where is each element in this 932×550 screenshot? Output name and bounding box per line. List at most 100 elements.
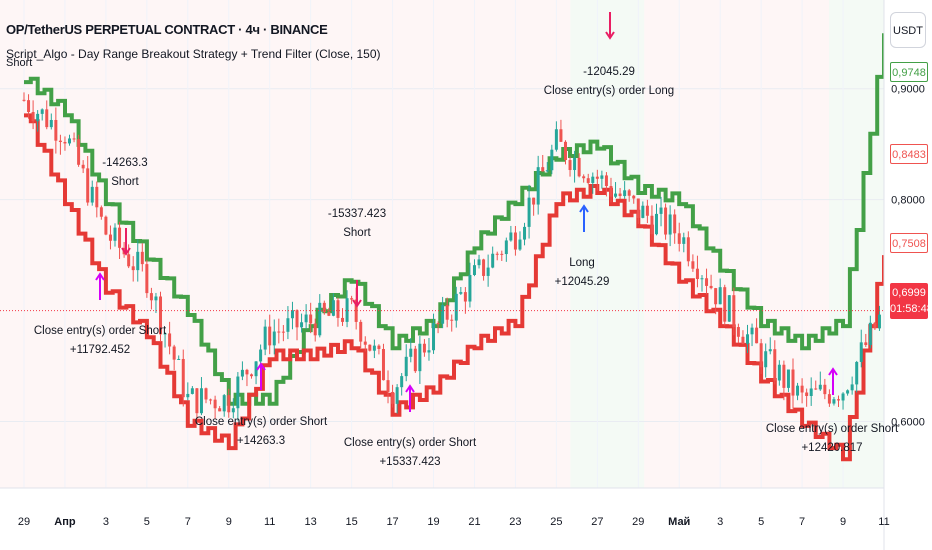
symbol-title[interactable]: OP/TetherUS PERPETUAL CONTRACT · 4ч · BI… xyxy=(6,22,328,37)
candle-body xyxy=(186,393,190,398)
candle-body xyxy=(736,327,740,337)
candle-body xyxy=(218,408,222,412)
candle-body xyxy=(400,376,404,388)
upper-line-price-label: 0,9748 xyxy=(890,62,928,82)
trade-annotation: Close entry(s) order Short +14263.3 xyxy=(195,413,327,451)
candle-body xyxy=(81,164,85,169)
time-tick-label: Май xyxy=(668,516,690,528)
candle-body xyxy=(805,392,809,396)
candle-body xyxy=(450,319,454,321)
candle-body xyxy=(163,333,167,335)
annotation-line: Close entry(s) order Short xyxy=(194,416,328,428)
candle-body xyxy=(127,254,131,267)
time-tick-label: 25 xyxy=(550,516,562,528)
time-tick-label: 5 xyxy=(144,516,150,528)
time-tick-label: 23 xyxy=(509,516,521,528)
candle-body xyxy=(222,395,226,412)
candle-body xyxy=(773,349,777,381)
trade-annotation: Close entry(s) order Short +11792.452 xyxy=(34,322,166,360)
candle-body xyxy=(718,287,722,305)
trade-arrow-head xyxy=(405,384,415,393)
candle-body xyxy=(586,178,590,183)
candle-body xyxy=(595,176,599,179)
time-tick-label: 9 xyxy=(840,516,846,528)
candle-body xyxy=(49,119,53,128)
trade-arrow-head xyxy=(605,31,615,40)
candle-body xyxy=(263,326,267,350)
candle-body xyxy=(341,317,345,322)
candle-body xyxy=(577,157,581,177)
candle-body xyxy=(36,113,40,122)
candle-body xyxy=(309,314,313,324)
candle-body xyxy=(714,288,718,305)
candle-body xyxy=(177,358,181,360)
candle-body xyxy=(322,302,326,313)
trade-arrow-head xyxy=(95,272,105,281)
candle-body xyxy=(95,186,99,208)
time-tick-label: 29 xyxy=(632,516,644,528)
candle-body xyxy=(236,376,240,409)
candle-body xyxy=(454,293,458,321)
lower-range-line xyxy=(24,113,886,462)
candle-body xyxy=(782,364,786,388)
time-tick-label: 7 xyxy=(799,516,805,528)
candle-body xyxy=(777,364,781,381)
annotation-line: Long xyxy=(569,257,595,269)
candle-body xyxy=(495,253,499,255)
candle-body xyxy=(695,268,699,279)
candle-body xyxy=(859,342,863,362)
candle-body xyxy=(682,237,686,244)
candle-body xyxy=(472,265,476,275)
candle-body xyxy=(422,343,426,353)
candle-body xyxy=(523,226,527,240)
candle-body xyxy=(149,293,153,301)
candle-body xyxy=(459,292,463,294)
candle-body xyxy=(172,346,176,360)
candle-body xyxy=(213,399,217,409)
candle-body xyxy=(846,390,850,394)
bar-countdown-timer: 01:58:48 xyxy=(890,303,932,315)
candle-body xyxy=(541,167,545,172)
candle-body xyxy=(354,299,358,322)
candle-body xyxy=(873,322,877,329)
candle-body xyxy=(818,384,822,390)
trade-arrow-head xyxy=(828,367,838,376)
candle-body xyxy=(304,314,308,323)
short-label: Short xyxy=(6,57,33,69)
candle-body xyxy=(427,350,431,353)
candle-body xyxy=(154,296,158,301)
price-tick-label: 0,9000 xyxy=(891,84,925,96)
candle-body xyxy=(800,385,804,393)
candle-body xyxy=(386,380,390,392)
trend-line-price-label: 0,7508 xyxy=(890,233,928,253)
candle-body xyxy=(686,237,690,262)
time-tick-label: 3 xyxy=(103,516,109,528)
candle-body xyxy=(272,331,276,346)
candle-body xyxy=(877,314,881,329)
candle-body xyxy=(250,374,254,377)
annotation-line: -12045.29 xyxy=(583,66,635,78)
candle-body xyxy=(436,323,440,325)
candle-body xyxy=(832,399,836,404)
candle-body xyxy=(277,331,281,333)
candle-body xyxy=(755,327,759,344)
candle-body xyxy=(391,391,395,404)
candle-body xyxy=(286,318,290,332)
candle-body xyxy=(741,336,745,344)
candle-body xyxy=(254,361,258,377)
candle-body xyxy=(591,176,595,183)
time-tick-label: 15 xyxy=(345,516,357,528)
candle-body xyxy=(131,266,135,271)
candle-body xyxy=(145,264,149,294)
candle-body xyxy=(632,195,636,199)
candle-body xyxy=(709,285,713,289)
candle-body xyxy=(827,394,831,404)
currency-button[interactable]: USDT xyxy=(890,12,926,48)
candle-body xyxy=(345,298,349,322)
indicator-title[interactable]: Script_Algo - Day Range Breakout Strateg… xyxy=(6,47,381,61)
time-tick-label: 13 xyxy=(305,516,317,528)
trade-annotation: -15337.423 Short xyxy=(328,205,386,243)
candle-body xyxy=(764,351,768,368)
